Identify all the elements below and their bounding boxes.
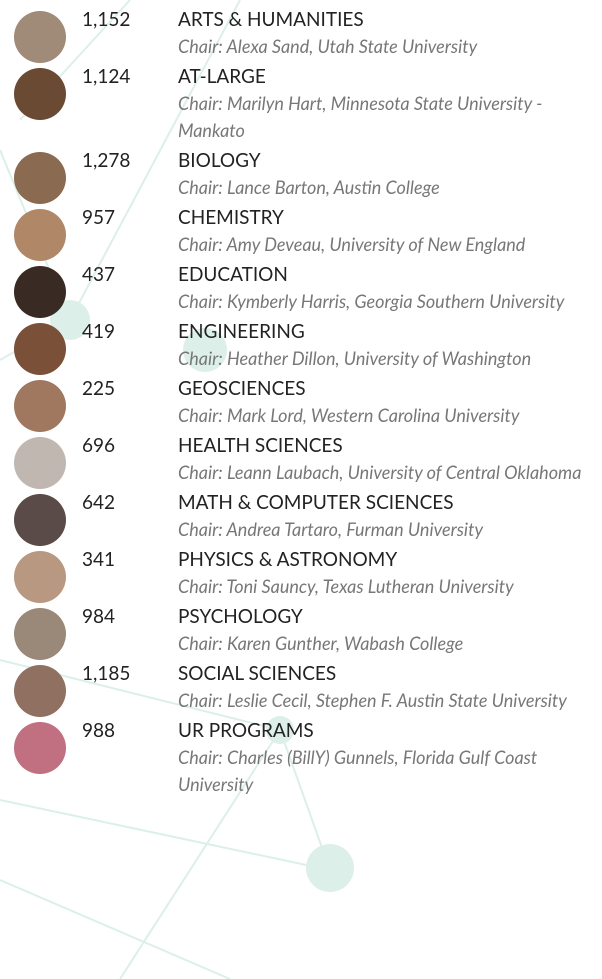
division-name: CHEMISTRY [178,205,598,231]
division-chair: Chair: Marilyn Hart, Minnesota State Uni… [178,90,598,144]
division-chair: Chair: Lance Barton, Austin College [178,174,598,201]
chair-photo [14,323,66,375]
member-count: 984 [82,604,115,630]
division-chair: Chair: Alexa Sand, Utah State University [178,33,598,60]
member-count: 696 [82,433,115,459]
chair-photo [14,152,66,204]
member-count: 1,185 [82,661,130,687]
division-chair: Chair: Leann Laubach, University of Cent… [178,459,598,486]
division-name: EDUCATION [178,262,598,288]
chair-photo [14,68,66,120]
division-name: PSYCHOLOGY [178,604,598,630]
member-count: 341 [82,547,115,573]
chair-photo [14,665,66,717]
member-count: 225 [82,376,115,402]
chair-photo [14,209,66,261]
division-chair: Chair: Heather Dillon, University of Was… [178,345,598,372]
division-chair: Chair: Amy Deveau, University of New Eng… [178,231,598,258]
division-name: MATH & COMPUTER SCIENCES [178,490,598,516]
division-chair: Chair: Andrea Tartaro, Furman University [178,516,598,543]
division-name: SOCIAL SCIENCES [178,661,598,687]
division-name: AT-LARGE [178,64,598,90]
chair-photo [14,380,66,432]
member-count: 437 [82,262,115,288]
chair-photo [14,266,66,318]
division-name: UR PROGRAMS [178,718,598,744]
division-name: ARTS & HUMANITIES [178,7,598,33]
division-chair: Chair: Toni Sauncy, Texas Lutheran Unive… [178,573,598,600]
member-count: 1,152 [82,7,130,33]
division-name: HEALTH SCIENCES [178,433,598,459]
chair-photo [14,494,66,546]
chair-photo [14,608,66,660]
division-name: BIOLOGY [178,148,598,174]
division-chair: Chair: Charles (BillY) Gunnels, Florida … [178,744,598,798]
member-count: 1,278 [82,148,130,174]
member-count: 1,124 [82,64,130,90]
member-count: 988 [82,718,115,744]
division-name: PHYSICS & ASTRONOMY [178,547,598,573]
division-chair: Chair: Mark Lord, Western Carolina Unive… [178,402,598,429]
division-chair: Chair: Leslie Cecil, Stephen F. Austin S… [178,687,598,714]
division-name: GEOSCIENCES [178,376,598,402]
member-count: 642 [82,490,115,516]
division-chair: Chair: Kymberly Harris, Georgia Southern… [178,288,598,315]
chair-photo [14,551,66,603]
division-chair: Chair: Karen Gunther, Wabash College [178,630,598,657]
chair-photo [14,11,66,63]
chair-photo [14,437,66,489]
member-count: 957 [82,205,115,231]
member-count: 419 [82,319,115,345]
chair-photo [14,722,66,774]
division-name: ENGINEERING [178,319,598,345]
page: 1,152 ARTS & HUMANITIESChair: Alexa Sand,… [0,0,602,979]
